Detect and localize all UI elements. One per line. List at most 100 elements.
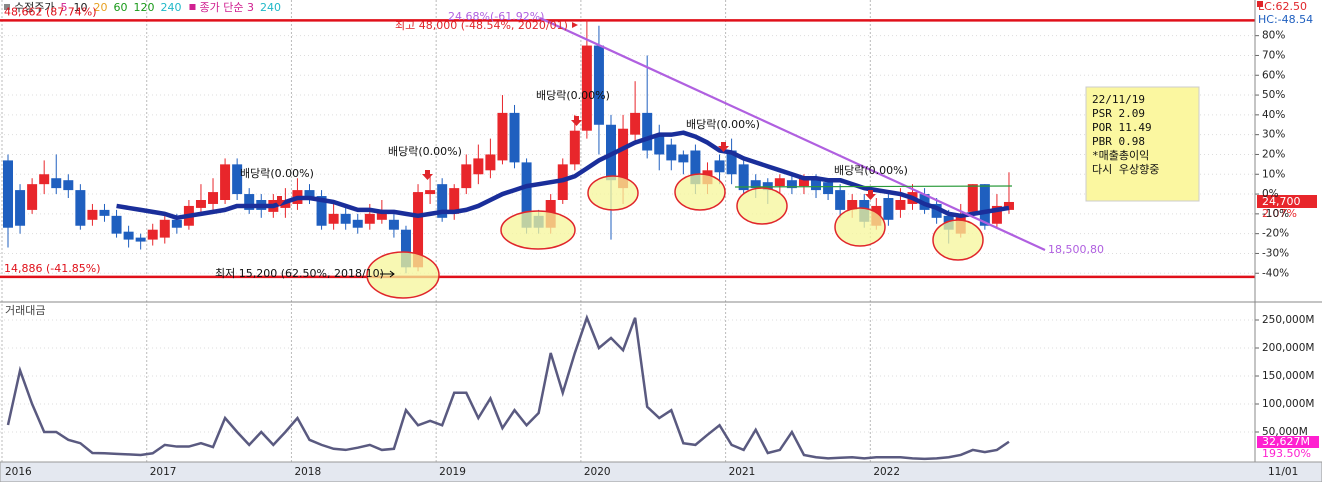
y-tick-label: 150,000M	[1262, 370, 1314, 382]
candle-body	[473, 158, 484, 175]
x-axis-strip	[0, 461, 1322, 482]
candle-body	[316, 196, 327, 226]
candle-body	[400, 229, 411, 268]
candle-body	[847, 200, 858, 210]
y-tick-label: 50,000M	[1262, 426, 1308, 438]
y-tick-label: -20%	[1262, 228, 1289, 240]
marks-layer	[0, 19, 1255, 461]
annotations: 최고 48,000 (-48.54%, 2020/01) 최저 15,200 (…	[215, 10, 1104, 280]
candle-body	[27, 184, 38, 210]
annotation: 배당락(0.00%)	[686, 118, 760, 131]
candle-body	[774, 178, 785, 187]
candle-body	[123, 231, 134, 240]
candle-body	[762, 182, 773, 191]
y-tick-label: 50%	[1262, 89, 1285, 101]
candle-body	[714, 160, 725, 173]
info-box	[1085, 86, 1200, 202]
low-arrow	[380, 270, 395, 278]
candle-body	[39, 174, 50, 185]
x-tick-label: 2020	[584, 466, 611, 478]
candle-body	[111, 215, 122, 234]
legend-label: 20	[93, 1, 107, 14]
candle-body	[931, 203, 942, 218]
legend-label: 수정주가	[14, 1, 54, 14]
ellipse	[834, 207, 886, 247]
candle-body	[991, 205, 1002, 224]
y-tick-label: 100,000M	[1262, 398, 1314, 410]
candle-body	[208, 192, 219, 204]
candle-body	[75, 190, 86, 226]
arrow	[718, 142, 729, 152]
candle-body	[823, 182, 834, 195]
candle-body	[376, 209, 387, 220]
info-line: 22/11/19	[1092, 93, 1145, 106]
y-tick-label: -40%	[1262, 267, 1289, 279]
candle-body	[461, 164, 472, 189]
legend-label: 10	[73, 1, 87, 14]
candle-body	[509, 112, 520, 163]
right-marker	[1257, 1, 1263, 7]
candle-body	[895, 200, 906, 210]
annotation: 최고 48,000 (-48.54%, 2020/01)	[395, 19, 568, 32]
annotation: 배당락(0.00%)	[240, 167, 314, 180]
candle-body	[195, 200, 206, 208]
candle-body	[1003, 201, 1014, 210]
candle-body	[690, 150, 701, 185]
candle-body	[244, 194, 255, 210]
y-tick-label: 250,000M	[1262, 314, 1314, 326]
x-tick-label: 2021	[729, 466, 756, 478]
price-box	[1257, 195, 1317, 208]
y-tick-label: 70%	[1262, 49, 1285, 61]
candle-body	[220, 164, 231, 200]
candle-body	[593, 45, 604, 125]
annotation: 배당락(0.00%)	[536, 89, 610, 102]
candle-body	[750, 180, 761, 189]
arrow	[572, 22, 578, 28]
candle-body	[798, 178, 809, 187]
candle-body	[147, 229, 158, 240]
candle-body	[485, 154, 496, 171]
info-line: *매출총이익	[1092, 149, 1149, 162]
legend-swatch	[189, 4, 196, 10]
legend-swatch	[4, 4, 10, 10]
ellipse	[674, 173, 726, 211]
candle-body	[15, 190, 26, 226]
legend-label: 240	[160, 1, 181, 14]
info-line: 다시 우상향중	[1092, 163, 1159, 176]
trend-line	[539, 17, 1046, 251]
arrow	[865, 190, 876, 200]
candle-body	[497, 112, 508, 161]
info-line: PSR 2.09	[1092, 107, 1145, 120]
candle-body	[581, 45, 592, 131]
panel-title: 거래대금	[5, 304, 45, 317]
ratio-label: 193.50%	[1262, 447, 1311, 460]
candle-body	[437, 184, 448, 218]
info-line: POR 11.49	[1092, 121, 1152, 134]
legend-label: 240	[260, 1, 281, 14]
candle-body	[738, 164, 749, 191]
legend-label: 종가 단순 3	[199, 1, 253, 14]
lc-label: LC:62.50	[1258, 0, 1307, 13]
grid-layer	[0, 0, 1259, 482]
candle-body	[618, 128, 629, 189]
support-line	[734, 185, 1013, 188]
candle-body	[883, 198, 894, 220]
y-tick-label: 80%	[1262, 30, 1285, 42]
y-tick-label: 20%	[1262, 148, 1285, 160]
x-tick-label: 2022	[873, 466, 900, 478]
date-label: 11/01	[1268, 466, 1298, 478]
y-tick-label: -30%	[1262, 247, 1289, 259]
legend-label: 120	[133, 1, 154, 14]
legend: 수정주가 5 10 20 60 120 240 종가 단순 3 240	[4, 1, 281, 14]
candle-body	[521, 162, 532, 228]
y-tick-label: 40%	[1262, 109, 1285, 121]
candle-body	[967, 184, 978, 212]
reference-label: 48,662 (87.74%)	[4, 5, 97, 18]
candle-body	[304, 190, 315, 199]
candle-body	[425, 190, 436, 195]
candle-body	[159, 219, 170, 238]
candle-body	[232, 164, 243, 195]
y-tick-label: 60%	[1262, 69, 1285, 81]
